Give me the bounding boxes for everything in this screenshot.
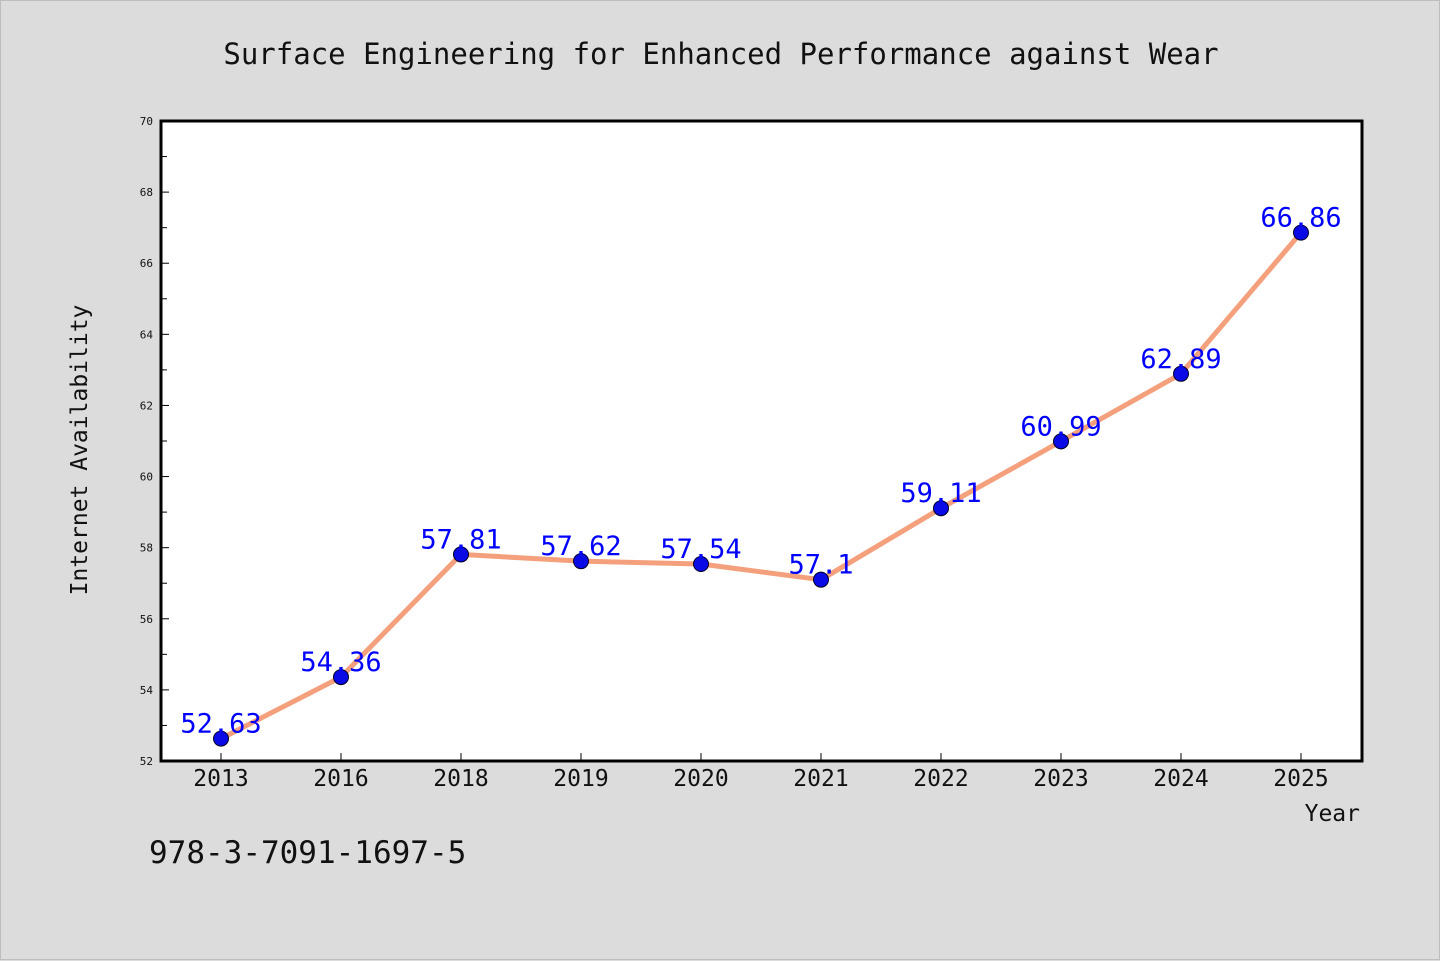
x-tick-label: 2016 (313, 766, 368, 792)
data-point (453, 546, 469, 563)
x-tick-label: 2013 (193, 766, 248, 792)
y-tick-label: 64 (140, 328, 154, 341)
chart-title: Surface Engineering for Enhanced Perform… (223, 37, 1218, 71)
y-tick-label: 60 (140, 471, 153, 484)
data-point (1293, 224, 1309, 241)
y-tick-label: 56 (140, 613, 153, 626)
y-axis-ticks: 52 54 56 58 60 62 64 66 68 70 (140, 115, 169, 768)
y-tick-label: 66 (140, 257, 153, 270)
data-label: 52.63 (180, 709, 261, 740)
x-axis-ticks: 2013 2016 2018 2019 2020 2021 2022 2023 2024 2025 (193, 753, 1329, 792)
data-label: 57.62 (540, 531, 621, 562)
data-point-group (213, 224, 1309, 747)
isbn-text: 978-3-7091-1697-5 (149, 835, 467, 871)
data-point (213, 730, 229, 747)
y-tick-label: 68 (140, 186, 153, 199)
x-axis-label: Year (1305, 801, 1360, 827)
data-point (573, 553, 589, 570)
data-label: 60.99 (1020, 411, 1101, 442)
x-tick-label: 2019 (553, 766, 608, 792)
x-tick-label: 2022 (913, 766, 968, 792)
x-tick-label: 2023 (1033, 766, 1088, 792)
data-label: 57.1 (788, 550, 853, 581)
data-label: 57.54 (660, 534, 741, 565)
x-tick-label: 2021 (793, 766, 848, 792)
x-tick-label: 2025 (1273, 766, 1328, 792)
data-label-group: 52.63 54.36 57.81 57.62 57.54 57.1 59.11 60.99 6… (180, 203, 1341, 740)
y-tick-label: 54 (140, 684, 154, 697)
y-tick-label: 58 (140, 542, 153, 555)
y-tick-label: 70 (140, 115, 153, 128)
x-tick-label: 2024 (1153, 766, 1208, 792)
data-point (693, 556, 709, 573)
data-point (1053, 433, 1069, 450)
x-tick-label: 2018 (433, 766, 488, 792)
data-label: 54.36 (300, 647, 381, 678)
y-tick-label: 62 (140, 399, 153, 412)
data-label: 57.81 (420, 524, 501, 555)
y-axis-label: Internet Availability (67, 305, 93, 596)
data-point (813, 571, 829, 588)
y-tick-label: 52 (140, 755, 153, 768)
x-tick-label: 2020 (673, 766, 728, 792)
series-line-group (218, 230, 1304, 742)
data-point (1173, 365, 1189, 382)
data-label: 59.11 (900, 478, 981, 509)
series-line (218, 230, 1304, 742)
data-point (333, 669, 349, 686)
data-label: 66.86 (1260, 203, 1341, 234)
data-point (933, 500, 949, 517)
data-label: 62.89 (1140, 344, 1221, 375)
